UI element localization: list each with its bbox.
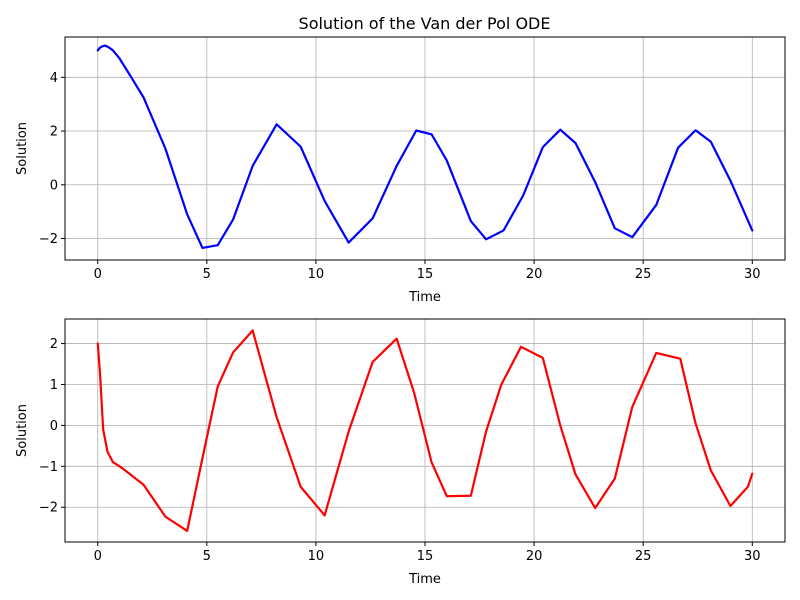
bottom-y-tick-label: 1	[50, 378, 58, 393]
top-plot-panel: 0 5 10 15 20 25 30 −2 0 2 4 Time Solution	[15, 36, 786, 305]
bottom-x-tick-label: 0	[94, 549, 102, 564]
top-x-axis-label: Time	[408, 290, 441, 305]
top-y-axis-label: Solution	[15, 122, 30, 175]
bottom-x-tick-label: 25	[635, 549, 652, 564]
bottom-x-tick-label: 5	[203, 549, 211, 564]
bottom-plot-panel: 0 5 10 15 20 25 30 −2 −1 0 1 2 Time Solution	[15, 318, 786, 587]
bottom-y-tick-label: −2	[39, 501, 58, 516]
top-x-tick-label: 10	[308, 267, 325, 282]
chart-title: Solution of the Van der Pol ODE	[299, 14, 551, 33]
top-x-tick-label: 5	[203, 267, 211, 282]
top-x-tick-label: 15	[417, 267, 434, 282]
top-x-tick-label: 25	[635, 267, 652, 282]
bottom-x-tick-label: 15	[417, 549, 434, 564]
top-series-line-0	[96, 44, 754, 250]
top-y-tick-label: 4	[50, 71, 58, 86]
top-x-tick-label: 20	[526, 267, 543, 282]
bottom-x-tick-label: 30	[744, 549, 761, 564]
top-y-tick-label: −2	[39, 232, 58, 247]
bottom-y-tick-label: −1	[39, 460, 58, 475]
top-y-tick-label: 0	[50, 178, 58, 193]
top-y-tick-label: 2	[50, 125, 58, 140]
bottom-y-tick-label: 0	[50, 419, 58, 434]
bottom-x-tick-label: 10	[308, 549, 325, 564]
bottom-x-axis-label: Time	[408, 572, 441, 587]
bottom-y-tick-label: 2	[50, 337, 58, 352]
top-x-tick-label: 30	[744, 267, 761, 282]
bottom-x-tick-label: 20	[526, 549, 543, 564]
top-x-tick-label: 0	[94, 267, 102, 282]
bottom-series-line-0	[96, 329, 754, 533]
bottom-y-axis-label: Solution	[15, 404, 30, 457]
